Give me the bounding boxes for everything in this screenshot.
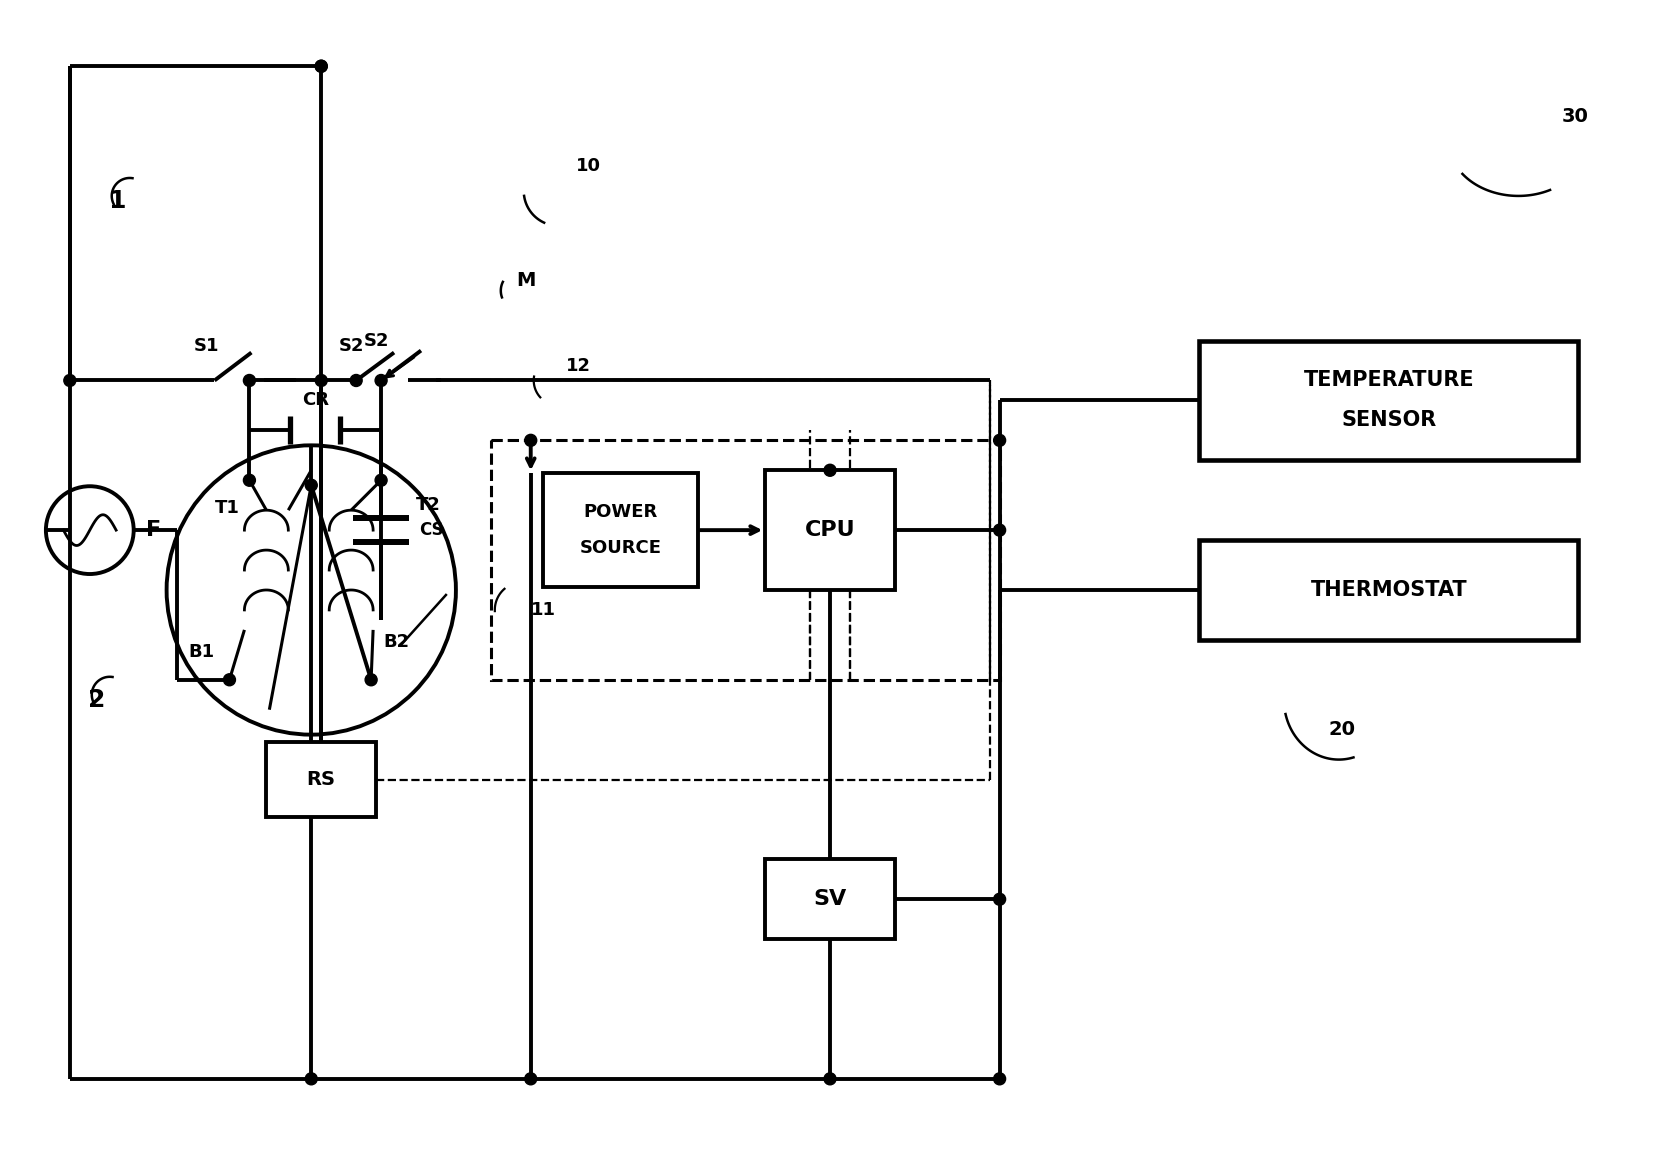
Bar	[1200, 540, 1578, 639]
Circle shape	[524, 1073, 536, 1085]
Text: T2: T2	[417, 496, 440, 514]
Bar	[543, 472, 697, 588]
Text: 2: 2	[87, 687, 106, 712]
Circle shape	[993, 1073, 1006, 1085]
Text: B2: B2	[383, 632, 410, 651]
Text: CR: CR	[302, 392, 329, 409]
Circle shape	[306, 1073, 318, 1085]
Circle shape	[365, 673, 376, 686]
Text: S2: S2	[363, 332, 388, 350]
Circle shape	[993, 524, 1006, 537]
Text: S1: S1	[193, 337, 220, 354]
Text: 10: 10	[576, 157, 601, 175]
Circle shape	[316, 61, 328, 72]
Text: 20: 20	[1329, 720, 1356, 739]
Text: S2: S2	[338, 337, 365, 354]
Text: 12: 12	[566, 357, 591, 374]
Circle shape	[375, 475, 386, 486]
Circle shape	[244, 374, 255, 387]
Bar	[764, 859, 895, 939]
Circle shape	[993, 435, 1006, 447]
Circle shape	[244, 475, 255, 486]
Text: B1: B1	[188, 643, 215, 660]
Text: 1: 1	[108, 189, 126, 213]
Text: M: M	[516, 271, 536, 290]
Text: THERMOSTAT: THERMOSTAT	[1310, 580, 1467, 600]
Text: POWER: POWER	[583, 503, 657, 521]
Circle shape	[349, 374, 363, 387]
Bar	[1200, 340, 1578, 461]
Text: F: F	[146, 520, 161, 540]
Text: CPU: CPU	[805, 520, 855, 540]
Circle shape	[524, 435, 536, 447]
Bar	[491, 441, 1000, 679]
Text: SV: SV	[813, 890, 847, 909]
Bar	[267, 742, 376, 817]
Text: 11: 11	[531, 601, 556, 618]
Circle shape	[223, 673, 235, 686]
Circle shape	[375, 374, 386, 387]
Circle shape	[64, 374, 76, 387]
Circle shape	[316, 374, 328, 387]
Bar	[764, 470, 895, 590]
Text: SOURCE: SOURCE	[580, 539, 662, 558]
Text: T1: T1	[215, 499, 240, 517]
Text: SENSOR: SENSOR	[1341, 410, 1436, 430]
Circle shape	[306, 479, 318, 491]
Text: RS: RS	[307, 770, 336, 789]
Text: TEMPERATURE: TEMPERATURE	[1304, 371, 1473, 390]
Circle shape	[316, 61, 328, 72]
Circle shape	[823, 464, 837, 476]
Circle shape	[993, 893, 1006, 905]
Text: 30: 30	[1561, 106, 1588, 125]
Text: CS: CS	[418, 521, 444, 539]
Circle shape	[823, 1073, 837, 1085]
